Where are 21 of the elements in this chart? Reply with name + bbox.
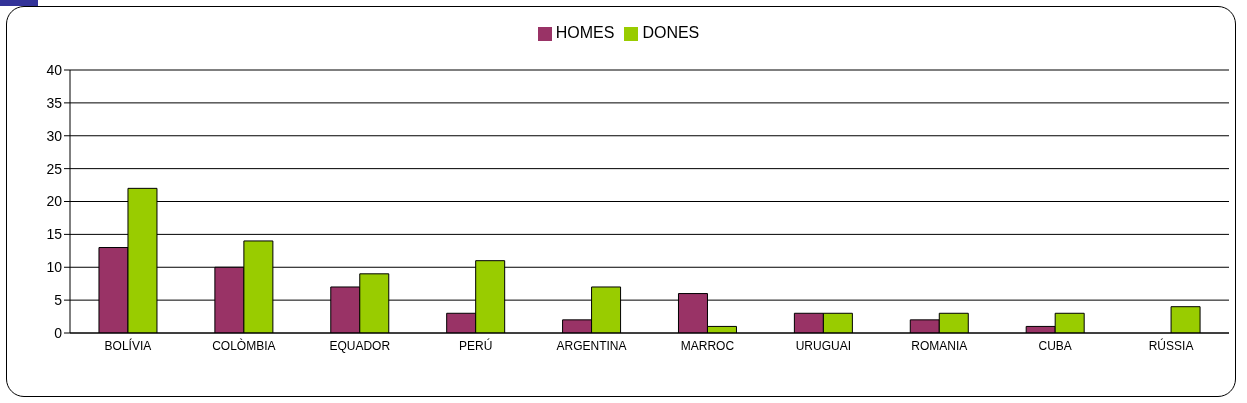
y-tick-label: 20 bbox=[46, 193, 63, 210]
y-tick-label: 15 bbox=[46, 226, 63, 243]
legend-label: DONES bbox=[642, 24, 700, 41]
x-tick-label: COLÒMBIA bbox=[212, 337, 276, 353]
y-tick-label: 25 bbox=[46, 160, 63, 177]
legend-label: HOMES bbox=[555, 24, 615, 41]
x-tick-label: RÚSSIA bbox=[1148, 337, 1194, 353]
x-tick-label: EQUADOR bbox=[329, 338, 391, 353]
x-tick-label: BOLÍVIA bbox=[104, 337, 152, 353]
x-tick-label: URUGUAI bbox=[795, 338, 852, 353]
x-tick-label: MARROC bbox=[680, 338, 735, 353]
x-tick-label: ROMANIA bbox=[911, 338, 968, 353]
y-tick-label: 40 bbox=[46, 61, 63, 78]
y-tick-label: 5 bbox=[54, 292, 63, 309]
y-tick-label: 10 bbox=[46, 259, 63, 276]
x-tick-label: PERÚ bbox=[458, 337, 493, 353]
x-tick-label: ARGENTINA bbox=[556, 338, 627, 353]
y-tick-label: 30 bbox=[46, 127, 63, 144]
y-tick-label: 0 bbox=[54, 324, 63, 341]
x-tick-label: CUBA bbox=[1038, 338, 1072, 353]
y-tick-label: 35 bbox=[46, 94, 63, 111]
